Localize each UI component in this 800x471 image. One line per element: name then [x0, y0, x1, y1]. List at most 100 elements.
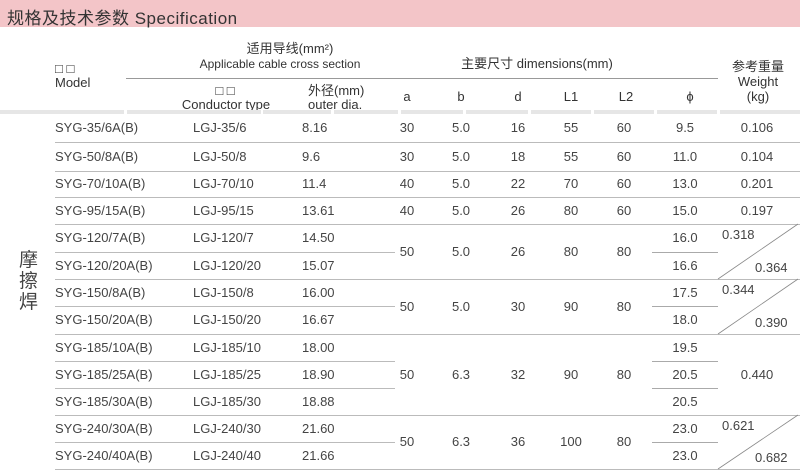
- row-divider: [55, 224, 800, 225]
- row-divider: [55, 469, 800, 470]
- a-cell: 40: [399, 176, 415, 191]
- conductor-cell: LGJ-185/30: [193, 393, 261, 409]
- d-cell: 16: [510, 120, 526, 135]
- row-divider: [55, 415, 800, 416]
- conductor-header-en: Conductor type: [181, 97, 271, 112]
- l1-cell: 100: [560, 434, 582, 449]
- weight-header-unit: (kg): [746, 89, 770, 104]
- weight-cell-lower: 0.682: [755, 450, 788, 465]
- header-bar: [334, 110, 398, 114]
- phi-cell: 20.5: [672, 393, 698, 409]
- outer-dia-cell: 21.66: [302, 447, 335, 463]
- weight-cell: 0.106: [740, 120, 774, 135]
- header-bar: [720, 110, 800, 114]
- l2-cell: 60: [616, 176, 632, 191]
- row-divider: [55, 197, 800, 198]
- d-cell: 32: [510, 366, 526, 382]
- model-cell: SYG-185/30A(B): [55, 393, 153, 409]
- conductor-cell: LGJ-150/8: [193, 284, 254, 300]
- row-divider: [55, 279, 800, 280]
- conductor-cell: LGJ-120/7: [193, 230, 254, 245]
- a-cell: 50: [399, 434, 415, 449]
- conductor-cell: LGJ-50/8: [193, 148, 247, 164]
- cable-header-en: Applicable cable cross section: [199, 57, 361, 71]
- model-cell: SYG-185/10A(B): [55, 339, 153, 355]
- d-cell: 18: [510, 148, 526, 164]
- cable-header-divider: [126, 78, 400, 79]
- model-cell: SYG-240/30A(B): [55, 420, 153, 436]
- outer-header-cn: 外径(mm): [308, 83, 365, 98]
- l1-cell: 55: [563, 148, 579, 164]
- a-cell: 30: [399, 120, 415, 135]
- a-cell: 50: [399, 243, 415, 259]
- l2-cell: 80: [616, 366, 632, 382]
- weight-header-cn: 参考重量: [731, 59, 785, 74]
- row-divider: [55, 388, 395, 389]
- row-divider: [55, 361, 395, 362]
- outer-dia-cell: 18.88: [302, 393, 335, 409]
- weight-cell: 0.440: [740, 366, 774, 382]
- weight-cell-upper: 0.318: [722, 227, 755, 242]
- col-a-header: a: [403, 89, 411, 104]
- model-cell: SYG-70/10A(B): [55, 176, 146, 191]
- outer-dia-cell: 9.6: [302, 148, 321, 164]
- header-bar: [0, 110, 124, 114]
- phi-cell: 9.5: [675, 120, 695, 135]
- model-cell: SYG-120/20A(B): [55, 257, 153, 273]
- phi-cell: 13.0: [672, 176, 698, 191]
- phi-cell: 16.6: [672, 257, 698, 273]
- conductor-cell: LGJ-70/10: [193, 176, 254, 191]
- l1-cell: 90: [563, 298, 579, 314]
- a-cell: 40: [399, 202, 415, 218]
- l1-cell: 80: [563, 202, 579, 218]
- conductor-header-cn: □ □: [215, 83, 235, 98]
- header-bar: [401, 110, 463, 114]
- header-bar: [263, 110, 331, 114]
- row-divider: [55, 306, 395, 307]
- d-cell: 30: [510, 298, 526, 314]
- col-phi-header: ϕ: [686, 89, 694, 104]
- phi-divider: [652, 442, 718, 443]
- header-bar: [127, 110, 261, 114]
- conductor-cell: LGJ-185/10: [193, 339, 261, 355]
- conductor-cell: LGJ-95/15: [193, 202, 254, 218]
- row-divider: [55, 142, 800, 143]
- weight-cell: 0.197: [740, 202, 774, 218]
- model-cell: SYG-95/15A(B): [55, 202, 146, 218]
- b-cell: 5.0: [451, 298, 471, 314]
- dimensions-header-divider: [400, 78, 718, 79]
- d-cell: 26: [510, 202, 526, 218]
- model-header-cn: □ □: [55, 61, 75, 76]
- side-label: 摩擦焊: [19, 250, 39, 313]
- outer-dia-cell: 14.50: [302, 230, 335, 245]
- b-cell: 5.0: [451, 202, 471, 218]
- conductor-cell: LGJ-185/25: [193, 366, 261, 382]
- conductor-cell: LGJ-35/6: [193, 120, 247, 135]
- weight-header-en: Weight: [737, 74, 779, 89]
- row-divider: [55, 442, 395, 443]
- page-title: 规格及技术参数 Specification: [7, 9, 238, 28]
- outer-header-en: outer dia.: [308, 97, 363, 112]
- outer-dia-cell: 8.16: [302, 120, 328, 135]
- l2-cell: 80: [616, 243, 632, 259]
- model-cell: SYG-120/7A(B): [55, 230, 146, 245]
- row-divider: [55, 171, 800, 172]
- weight-cell-lower: 0.364: [755, 260, 788, 275]
- phi-cell: 17.5: [672, 284, 698, 300]
- weight-cell-upper: 0.344: [722, 282, 755, 297]
- weight-cell-upper: 0.621: [722, 418, 755, 433]
- phi-divider: [652, 388, 718, 389]
- phi-cell: 20.5: [672, 366, 698, 382]
- conductor-cell: LGJ-150/20: [193, 312, 261, 327]
- weight-cell: 0.104: [740, 148, 774, 164]
- model-cell: SYG-185/25A(B): [55, 366, 153, 382]
- phi-cell: 15.0: [672, 202, 698, 218]
- l2-cell: 60: [616, 202, 632, 218]
- l1-cell: 55: [563, 120, 579, 135]
- a-cell: 30: [399, 148, 415, 164]
- l2-cell: 60: [616, 148, 632, 164]
- weight-cell: 0.201: [740, 176, 774, 191]
- title-band: 规格及技术参数 Specification: [0, 0, 800, 28]
- b-cell: 5.0: [451, 243, 471, 259]
